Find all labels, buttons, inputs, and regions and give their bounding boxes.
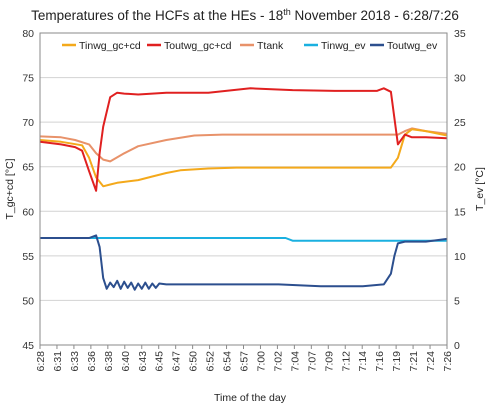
x-tick-label: 6:36 <box>86 351 98 372</box>
series-line-toutwg-ev <box>40 234 448 291</box>
x-tick-label: 7:26 <box>442 351 454 372</box>
legend-label: Tinwg_ev <box>321 40 366 52</box>
series-line-toutwg-gc-cd <box>39 87 448 192</box>
chart-title-main: Temperatures of the HCFs at the HEs - 18 <box>31 8 283 23</box>
y-left-tick-label: 80 <box>22 28 34 40</box>
y-axis-left-ticks: 45 50 55 60 65 70 75 80 <box>22 28 34 352</box>
y-left-tick-label: 75 <box>22 73 34 85</box>
x-tick-label: 6:52 <box>205 351 217 372</box>
series-line-ttank <box>39 127 448 163</box>
legend-label: Toutwg_gc+cd <box>164 40 232 52</box>
y-left-tick-label: 50 <box>22 295 34 307</box>
x-tick-label: 7:04 <box>289 351 301 372</box>
x-tick-label: 6:31 <box>52 351 64 372</box>
x-tick-label: 7:19 <box>391 351 403 372</box>
x-tick-label: 6:54 <box>222 351 234 372</box>
x-tick-label: 6:38 <box>103 351 115 372</box>
y-right-tick-label: 20 <box>454 162 466 174</box>
series-line-tinwg-ev <box>40 237 447 242</box>
y-axis-right-label: T_ev [°C] <box>474 167 486 211</box>
y-right-tick-label: 15 <box>454 206 466 218</box>
x-tick-label: 6:43 <box>137 351 149 372</box>
y-right-tick-label: 5 <box>454 295 460 307</box>
x-axis-label: Time of the day <box>214 392 287 404</box>
x-tick-label: 6:33 <box>69 351 81 372</box>
x-tick-label: 6:40 <box>120 351 132 372</box>
x-tick-label: 7:21 <box>408 351 420 372</box>
x-tick-label: 7:16 <box>374 351 386 372</box>
x-tick-label: 7:24 <box>425 351 437 372</box>
x-tick-label: 6:28 <box>35 351 47 372</box>
x-tick-label: 6:50 <box>188 351 200 372</box>
y-left-tick-label: 55 <box>22 251 34 263</box>
y-left-tick-label: 60 <box>22 206 34 218</box>
y-axis-left-label: T_gc+cd [°C] <box>4 158 16 219</box>
y-right-tick-label: 0 <box>454 340 460 352</box>
chart-title: Temperatures of the HCFs at the HEs - 18… <box>31 7 459 23</box>
x-axis-ticks: 6:28 6:31 6:33 6:36 6:38 6:40 6:43 6:45 6:47 6:50… <box>35 345 454 371</box>
y-left-tick-label: 45 <box>22 340 34 352</box>
legend-label: Toutwg_ev <box>387 40 438 52</box>
legend-label: Ttank <box>257 40 284 52</box>
series-lines <box>39 87 448 291</box>
chart-title-superscript: th <box>283 7 291 17</box>
x-tick-label: 7:09 <box>323 351 335 372</box>
x-tick-label: 7:07 <box>306 351 318 372</box>
series-line-tinwg-gc-cd <box>39 128 448 188</box>
x-tick-label: 6:47 <box>171 351 183 372</box>
legend: Tinwg_gc+cd Toutwg_gc+cd Ttank Tinwg_ev Tout… <box>41 34 446 56</box>
y-right-tick-label: 30 <box>454 73 466 85</box>
x-tick-label: 6:45 <box>154 351 166 372</box>
y-right-tick-label: 25 <box>454 117 466 129</box>
y-right-tick-label: 35 <box>454 28 466 40</box>
y-left-tick-label: 70 <box>22 117 34 129</box>
y-left-tick-label: 65 <box>22 162 34 174</box>
x-tick-label: 7:00 <box>255 351 267 372</box>
x-tick-label: 7:02 <box>272 351 284 372</box>
y-axis-right-ticks: 0 5 10 15 20 25 30 35 <box>454 28 466 352</box>
x-tick-label: 6:57 <box>239 351 251 372</box>
x-tick-label: 7:12 <box>340 351 352 372</box>
x-tick-label: 7:14 <box>357 351 369 372</box>
chart-title-rest: November 2018 - 6:28/7:26 <box>291 8 459 23</box>
legend-label: Tinwg_gc+cd <box>79 40 141 52</box>
y-right-tick-label: 10 <box>454 251 466 263</box>
